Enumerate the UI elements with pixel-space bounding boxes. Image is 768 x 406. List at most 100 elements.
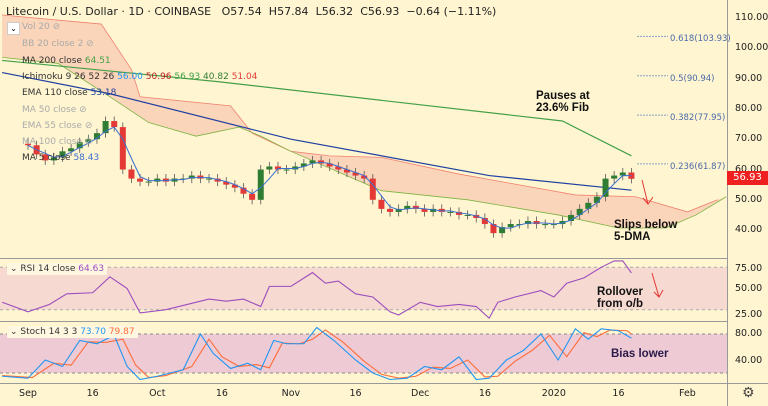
candle-body — [611, 175, 618, 179]
header: Litecoin / U.S. Dollar · 1D · COINBASE O… — [6, 5, 496, 18]
legend-bb[interactable]: BB 20 close 2 ⊘ — [22, 39, 94, 49]
price-tick: 100.00 — [735, 42, 768, 54]
ichimoku-v1: 56.00 — [117, 72, 143, 82]
candle-body — [507, 224, 514, 228]
candle-body — [42, 154, 49, 161]
chevron-down-icon[interactable]: ⌄ — [10, 327, 18, 337]
time-tick: Nov — [281, 388, 301, 399]
stoch-legend-label: Stoch 14 3 3 — [20, 327, 78, 337]
candle-body — [412, 205, 419, 209]
candle-body — [585, 202, 592, 209]
candle-body — [335, 166, 342, 170]
annotation-rollover[interactable]: Rollover from o/b — [597, 286, 644, 310]
legend-ma5-value: 58.43 — [73, 153, 100, 163]
candle-body — [542, 224, 549, 226]
stoch-tick: 80.00 — [735, 328, 763, 339]
hidden-eye-icon[interactable]: ⊘ — [84, 137, 93, 147]
cloud-span-b — [2, 56, 727, 229]
legend-vol[interactable]: Vol 20 ⊘ — [22, 22, 60, 32]
time-axis-border — [0, 383, 768, 384]
ohlc-low: L56.32 — [315, 5, 354, 18]
time-tick: 16 — [86, 388, 99, 399]
pane-divider — [0, 321, 727, 322]
legend-ema55[interactable]: EMA 55 close ⊘ — [22, 121, 92, 131]
ohlc-high: H57.84 — [268, 5, 309, 18]
candle-body — [352, 172, 359, 176]
legend-ichimoku[interactable]: Ichimoku 9 26 52 26 56.00 50.96 56.93 40… — [22, 72, 257, 82]
time-tick: 2020 — [541, 388, 566, 399]
candle-body — [490, 224, 497, 234]
symbol-title[interactable]: Litecoin / U.S. Dollar · 1D · COINBASE — [6, 5, 212, 18]
candle-body — [231, 184, 238, 188]
legend-ma200-value: 64.51 — [84, 56, 111, 66]
candle-body — [137, 178, 144, 182]
candle-body — [430, 208, 437, 212]
collapse-legend-button[interactable]: ⌄ — [7, 22, 20, 35]
legend-ma200[interactable]: MA 200 close 64.51 — [22, 56, 111, 66]
candle-body — [145, 181, 152, 183]
candle-body — [25, 143, 31, 146]
legend-ma50-label: MA 50 close — [22, 105, 77, 115]
legend-ema110[interactable]: EMA 110 close 53.18 — [22, 88, 116, 98]
rsi-tick: 75.00 — [735, 263, 763, 274]
candle-body — [343, 169, 350, 173]
candle-body — [456, 211, 462, 215]
legend-ema110-value: 53.18 — [90, 88, 117, 98]
stoch-legend[interactable]: ⌄ Stoch 14 3 3 73.70 79.87 — [7, 326, 138, 338]
ohlc-open: O57.54 — [221, 5, 262, 18]
legend-ma5-label: MA 5 close — [22, 153, 71, 163]
annotation-slips[interactable]: Slips below 5-DMA — [614, 219, 678, 243]
legend-ma5[interactable]: MA 5 close 58.43 — [22, 153, 99, 163]
hidden-eye-icon[interactable]: ⊘ — [86, 39, 94, 49]
time-tick: 16 — [612, 388, 625, 399]
candle-body — [50, 157, 57, 161]
down-arrow-icon — [651, 272, 664, 298]
candle-body — [619, 172, 626, 176]
legend-ma50[interactable]: MA 50 close ⊘ — [22, 105, 87, 115]
pane-divider — [0, 258, 727, 259]
fib-level-label: 0.618(103.93) — [670, 34, 731, 45]
candle-body — [499, 227, 506, 234]
hidden-eye-icon[interactable]: ⊘ — [84, 121, 93, 131]
legend-ema110-label: EMA 110 close — [22, 88, 88, 98]
ema110-line — [2, 71, 632, 191]
ohlc-change: −0.64 (−1.11%) — [406, 5, 497, 18]
ichimoku-v5: 51.04 — [231, 72, 258, 82]
candle-body — [93, 133, 100, 140]
price-tick: 60.00 — [735, 163, 763, 175]
ma200-line — [2, 59, 632, 157]
candle-body — [266, 166, 273, 170]
price-tick: 80.00 — [735, 102, 763, 114]
rsi-tick: 25.00 — [735, 309, 763, 320]
ichimoku-v3: 56.93 — [174, 72, 201, 82]
hidden-eye-icon[interactable]: ⊘ — [79, 105, 87, 115]
candle-body — [59, 151, 66, 158]
time-tick: 16 — [349, 388, 362, 399]
stoch-k-value: 73.70 — [80, 327, 106, 337]
chevron-down-icon[interactable]: ⌄ — [10, 264, 18, 274]
legend-ema55-label: EMA 55 close — [22, 121, 82, 131]
stoch-d-value: 79.87 — [108, 327, 135, 337]
settings-gear-icon[interactable]: ⚙ — [742, 385, 755, 401]
candle-body — [188, 175, 195, 179]
rsi-tick: 50.00 — [735, 283, 763, 294]
hidden-eye-icon[interactable]: ⊘ — [52, 22, 61, 32]
legend-ma100-label: MA 100 close — [22, 137, 83, 147]
candle-body — [68, 148, 75, 152]
candle-body — [576, 208, 583, 215]
rsi-legend[interactable]: ⌄ RSI 14 close 64.63 — [7, 263, 108, 275]
candle-body — [111, 121, 118, 128]
legend-ma100[interactable]: MA 100 close ⊘ — [22, 137, 92, 147]
time-tick: 16 — [478, 388, 491, 399]
rsi-line — [1, 260, 632, 320]
legend-bb-label: BB 20 close 2 — [22, 39, 84, 49]
time-tick: Dec — [411, 388, 430, 399]
candle-body — [197, 175, 204, 179]
candle-body — [206, 178, 213, 180]
annotation-fib-pause[interactable]: Pauses at 23.6% Fib — [536, 90, 590, 114]
price-tick: 110.00 — [735, 12, 768, 23]
candle-body — [102, 121, 109, 134]
legend-ichimoku-label: Ichimoku 9 26 52 26 — [22, 72, 115, 82]
annotation-bias[interactable]: Bias lower — [611, 348, 669, 360]
